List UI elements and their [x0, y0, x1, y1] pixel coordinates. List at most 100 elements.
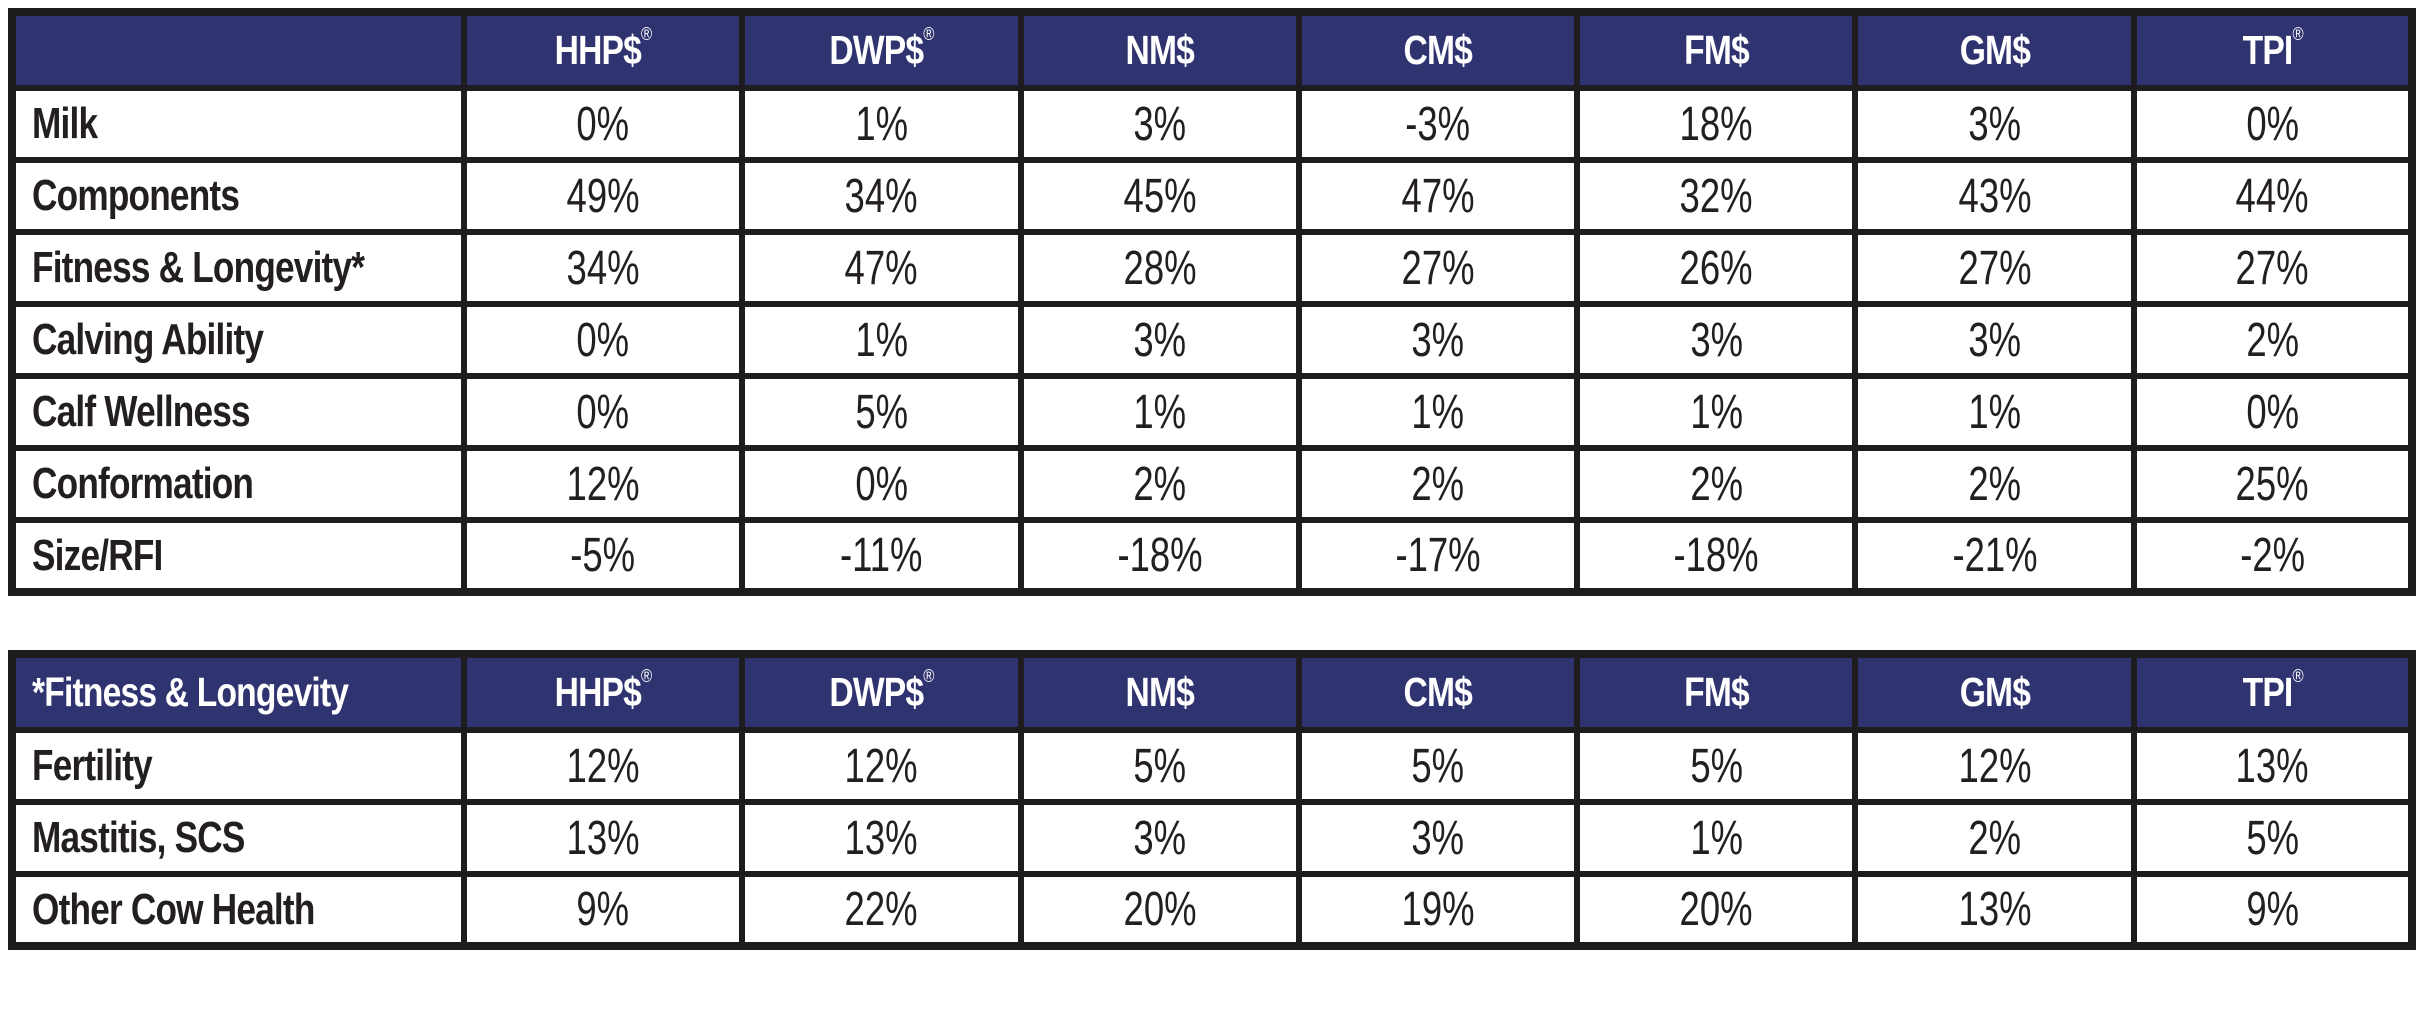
cell-value: 28% [1017, 229, 1302, 307]
cell-value: 13% [1852, 871, 2137, 949]
cell-value: 1% [1574, 373, 1859, 451]
column-header-cm: CM$ [1295, 651, 1581, 733]
cell-value: 9% [460, 871, 746, 949]
table-row-size-rfi: Size/RFI -5% -11% -18% -17% -18% -21% -2… [9, 517, 2416, 595]
table-row-milk: Milk 0% 1% 3% -3% 18% 3% 0% [9, 85, 2416, 163]
column-header-nm: NM$ [1017, 651, 1302, 733]
column-header-gm: GM$ [1852, 9, 2137, 91]
cell-value: 12% [1852, 727, 2137, 805]
cell-value: 2% [1295, 445, 1581, 523]
registered-mark: ® [641, 665, 652, 686]
row-label: Components [9, 157, 467, 235]
cell-value: 25% [2130, 445, 2416, 523]
cell-value: 2% [2130, 301, 2416, 379]
cell-value: 18% [1574, 85, 1859, 163]
cell-value: 1% [1574, 799, 1859, 877]
registered-mark: ® [2292, 23, 2303, 44]
registered-mark: ® [923, 23, 934, 44]
cell-value: 9% [2130, 871, 2416, 949]
header-row: HHP$® DWP$® NM$ CM$ FM$ GM$ TPI® [9, 9, 2416, 91]
cell-value: -2% [2130, 517, 2416, 595]
cell-value: 19% [1295, 871, 1581, 949]
cell-value: 12% [739, 727, 1024, 805]
cell-value: 44% [2130, 157, 2416, 235]
cell-value: 1% [739, 85, 1024, 163]
header-row: *Fitness & Longevity HHP$® DWP$® NM$ CM$… [9, 651, 2416, 733]
cell-value: 5% [1574, 727, 1859, 805]
cell-value: 43% [1852, 157, 2137, 235]
cell-value: 0% [460, 373, 746, 451]
cell-value: -3% [1295, 85, 1581, 163]
cell-value: 12% [460, 727, 746, 805]
cell-value: 3% [1017, 301, 1302, 379]
cell-value: 47% [1295, 157, 1581, 235]
cell-value: 12% [460, 445, 746, 523]
cell-value: 13% [460, 799, 746, 877]
cell-value: 27% [2130, 229, 2416, 307]
cell-value: 3% [1574, 301, 1859, 379]
table-row-calving-ability: Calving Ability 0% 1% 3% 3% 3% 3% 2% [9, 301, 2416, 379]
table-row-other-cow-health: Other Cow Health 9% 22% 20% 19% 20% 13% … [9, 871, 2416, 949]
cell-value: 26% [1574, 229, 1859, 307]
cell-value: 13% [739, 799, 1024, 877]
cell-value: 22% [739, 871, 1024, 949]
cell-value: 0% [2130, 373, 2416, 451]
registered-mark: ® [923, 665, 934, 686]
cell-value: 3% [1852, 85, 2137, 163]
cell-value: 34% [739, 157, 1024, 235]
cell-value: 3% [1852, 301, 2137, 379]
table-row-mastitis-scs: Mastitis, SCS 13% 13% 3% 3% 1% 2% 5% [9, 799, 2416, 877]
column-header-gm: GM$ [1852, 651, 2137, 733]
row-label: Mastitis, SCS [9, 799, 467, 877]
cell-value: 3% [1295, 799, 1581, 877]
column-header-dwp: DWP$® [739, 9, 1024, 91]
cell-value: 3% [1017, 85, 1302, 163]
cell-value: 27% [1852, 229, 2137, 307]
registered-mark: ® [2292, 665, 2303, 686]
cell-value: 5% [1017, 727, 1302, 805]
cell-value: -5% [460, 517, 746, 595]
column-header-tpi: TPI® [2130, 9, 2416, 91]
row-label: Other Cow Health [9, 871, 467, 949]
corner-cell [9, 9, 467, 91]
cell-value: 1% [739, 301, 1024, 379]
column-header-tpi: TPI® [2130, 651, 2416, 733]
column-header-fm: FM$ [1574, 9, 1859, 91]
cell-value: 45% [1017, 157, 1302, 235]
cell-value: 1% [1295, 373, 1581, 451]
cell-value: 1% [1017, 373, 1302, 451]
cell-value: -21% [1852, 517, 2137, 595]
row-label: Conformation [9, 445, 467, 523]
corner-cell-fitness-longevity: *Fitness & Longevity [9, 651, 467, 733]
row-label: Calf Wellness [9, 373, 467, 451]
cell-value: 0% [739, 445, 1024, 523]
cell-value: 5% [2130, 799, 2416, 877]
row-label: Fertility [9, 727, 467, 805]
table-row-calf-wellness: Calf Wellness 0% 5% 1% 1% 1% 1% 0% [9, 373, 2416, 451]
cell-value: 20% [1017, 871, 1302, 949]
cell-value: -18% [1017, 517, 1302, 595]
row-label: Calving Ability [9, 301, 467, 379]
cell-value: 5% [1295, 727, 1581, 805]
registered-mark: ® [641, 23, 652, 44]
cell-value: 49% [460, 157, 746, 235]
column-header-hhp: HHP$® [460, 651, 746, 733]
table-row-fitness-longevity: Fitness & Longevity* 34% 47% 28% 27% 26%… [9, 229, 2416, 307]
cell-value: 0% [460, 301, 746, 379]
cell-value: 32% [1574, 157, 1859, 235]
cell-value: 1% [1852, 373, 2137, 451]
row-label: Milk [9, 85, 467, 163]
column-header-cm: CM$ [1295, 9, 1581, 91]
column-header-nm: NM$ [1017, 9, 1302, 91]
cell-value: 3% [1017, 799, 1302, 877]
column-header-hhp: HHP$® [460, 9, 746, 91]
cell-value: 13% [2130, 727, 2416, 805]
cell-value: 2% [1852, 445, 2137, 523]
cell-value: 47% [739, 229, 1024, 307]
table-row-components: Components 49% 34% 45% 47% 32% 43% 44% [9, 157, 2416, 235]
cell-value: 2% [1574, 445, 1859, 523]
table-row-conformation: Conformation 12% 0% 2% 2% 2% 2% 25% [9, 445, 2416, 523]
cell-value: 27% [1295, 229, 1581, 307]
cell-value: -17% [1295, 517, 1581, 595]
